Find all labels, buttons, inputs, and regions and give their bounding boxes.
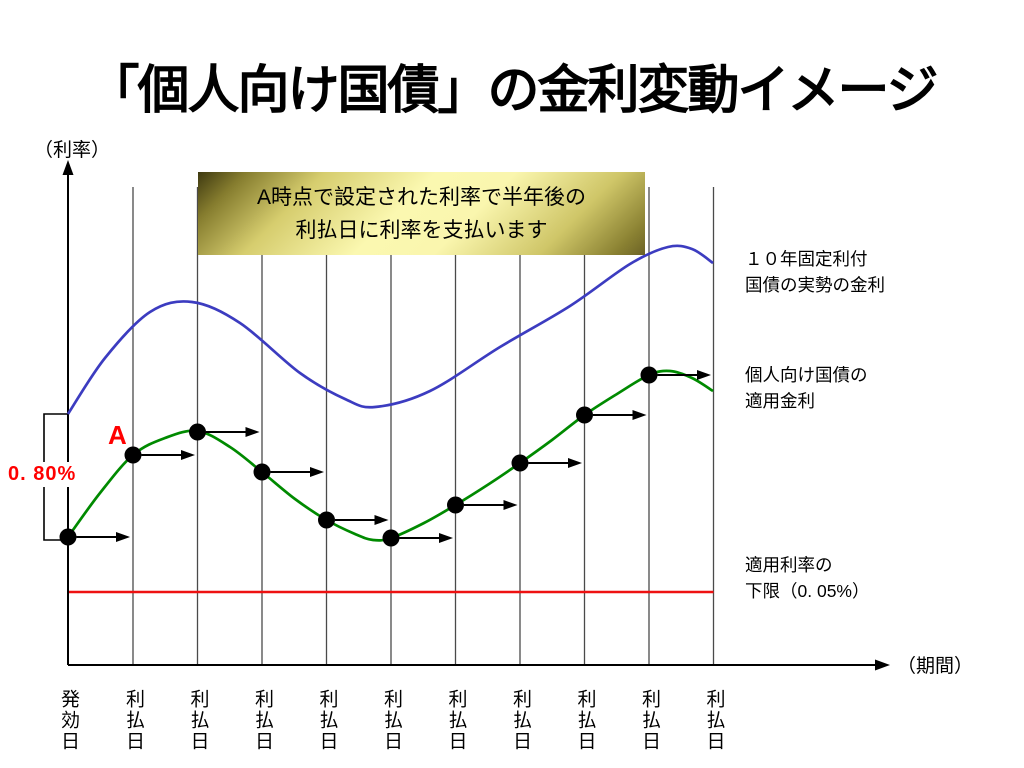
x-axis-category: 利払日 bbox=[381, 689, 402, 752]
x-axis-category: 利払日 bbox=[123, 689, 144, 752]
step-arrowhead bbox=[697, 370, 711, 380]
x-axis-arrowhead bbox=[875, 659, 890, 671]
rate-set-dot bbox=[124, 446, 142, 464]
y-axis-unit-label: （利率） bbox=[34, 140, 111, 161]
rate-set-dot bbox=[640, 366, 658, 384]
rate-set-dot bbox=[511, 454, 529, 472]
y-axis-arrowhead bbox=[62, 160, 74, 175]
floor-line-label-line-2: 下限（0. 05%） bbox=[745, 581, 870, 601]
x-axis-category: 利払日 bbox=[639, 689, 660, 752]
x-axis-category: 利払日 bbox=[510, 689, 531, 752]
step-arrowhead bbox=[116, 532, 130, 542]
x-axis-category: 利払日 bbox=[445, 689, 467, 752]
step-arrowhead bbox=[632, 410, 647, 420]
x-axis-category: 発効日 bbox=[58, 689, 79, 752]
x-axis-category: 利払日 bbox=[574, 689, 596, 752]
rate-gap-label: 0. 80% bbox=[5, 462, 80, 487]
step-arrowhead bbox=[374, 515, 389, 525]
x-axis-category: 利払日 bbox=[252, 689, 273, 752]
rate-set-dot bbox=[318, 511, 335, 529]
blue-series-label-line-1: １０年固定利付 bbox=[745, 249, 868, 269]
step-arrowhead bbox=[181, 450, 195, 460]
step-arrowhead bbox=[310, 467, 324, 477]
callout-line-1: A時点で設定された利率で半年後の bbox=[256, 185, 586, 209]
callout-line-2: 利払日に利率を支払います bbox=[295, 218, 548, 242]
green-series-label-line-2: 適用金利 bbox=[745, 391, 815, 411]
market-rate-curve bbox=[66, 244, 714, 415]
callout-box: A時点で設定された利率で半年後の 利払日に利率を支払います bbox=[198, 172, 645, 255]
rate-set-dot bbox=[576, 406, 593, 424]
step-arrowhead bbox=[439, 533, 453, 543]
step-arrowhead bbox=[568, 458, 582, 468]
x-axis-unit-label: （期間） bbox=[897, 656, 974, 677]
rate-set-dot bbox=[382, 529, 400, 547]
rate-set-dot bbox=[447, 496, 464, 514]
blue-series-label: １０年固定利付 国債の実勢の金利 bbox=[745, 246, 885, 298]
rate-set-dot bbox=[189, 423, 206, 441]
floor-line-label: 適用利率の 下限（0. 05%） bbox=[745, 552, 869, 604]
point-a-label: A bbox=[108, 420, 127, 450]
step-arrowhead bbox=[245, 427, 260, 437]
green-series-label: 個人向け国債の 適用金利 bbox=[745, 362, 868, 414]
x-axis-category: 利払日 bbox=[703, 689, 725, 752]
rate-set-dot bbox=[253, 463, 271, 481]
page-title: 「個人向け国債」の金利変動イメージ bbox=[87, 62, 939, 120]
green-series-label-line-1: 個人向け国債の bbox=[745, 365, 868, 385]
x-axis-category: 利払日 bbox=[316, 689, 338, 752]
x-axis-category: 利払日 bbox=[187, 689, 209, 752]
blue-series-label-line-2: 国債の実勢の金利 bbox=[745, 275, 885, 295]
rate-set-dot bbox=[59, 528, 77, 546]
floor-line-label-line-1: 適用利率の bbox=[745, 555, 833, 575]
step-arrowhead bbox=[503, 500, 518, 510]
